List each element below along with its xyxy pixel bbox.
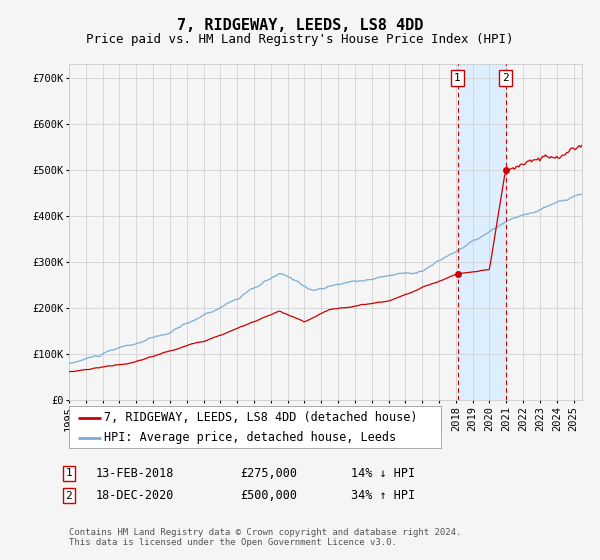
- Text: £500,000: £500,000: [240, 489, 297, 502]
- Text: 7, RIDGEWAY, LEEDS, LS8 4DD: 7, RIDGEWAY, LEEDS, LS8 4DD: [177, 18, 423, 32]
- Text: 13-FEB-2018: 13-FEB-2018: [96, 466, 175, 480]
- Text: 1: 1: [65, 468, 73, 478]
- Text: HPI: Average price, detached house, Leeds: HPI: Average price, detached house, Leed…: [104, 431, 397, 444]
- Text: 2: 2: [502, 73, 509, 83]
- Text: 18-DEC-2020: 18-DEC-2020: [96, 489, 175, 502]
- Text: 34% ↑ HPI: 34% ↑ HPI: [351, 489, 415, 502]
- Text: Price paid vs. HM Land Registry's House Price Index (HPI): Price paid vs. HM Land Registry's House …: [86, 32, 514, 46]
- Text: Contains HM Land Registry data © Crown copyright and database right 2024.
This d: Contains HM Land Registry data © Crown c…: [69, 528, 461, 547]
- Text: 1: 1: [454, 73, 461, 83]
- Text: 14% ↓ HPI: 14% ↓ HPI: [351, 466, 415, 480]
- Bar: [458, 64, 506, 400]
- Text: 7, RIDGEWAY, LEEDS, LS8 4DD (detached house): 7, RIDGEWAY, LEEDS, LS8 4DD (detached ho…: [104, 411, 418, 424]
- Text: £275,000: £275,000: [240, 466, 297, 480]
- Text: 2: 2: [65, 491, 73, 501]
